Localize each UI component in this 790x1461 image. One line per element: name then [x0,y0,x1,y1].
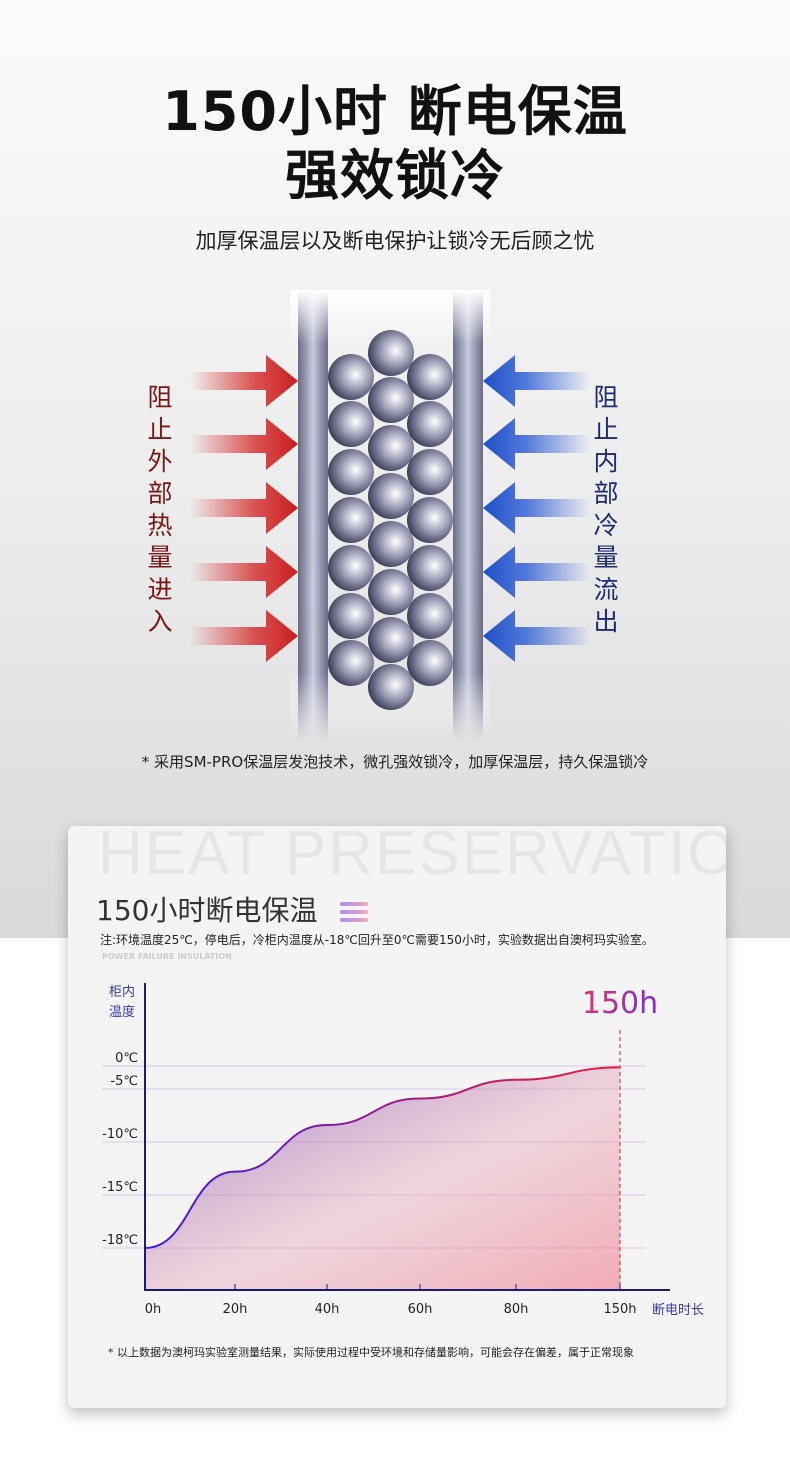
y-tick-label: -18℃ [102,1233,138,1248]
subtitle: 加厚保温层以及断电保护让锁冷无后顾之忧 [195,229,595,253]
temperature-chart: 0℃ -5℃ -10℃ -15℃ -18℃ 0h 20h 40h 60h 80h 150h 柜内温度断… [102,983,704,1318]
english-caption: POWER FAILURE INSULATION [102,952,232,961]
heat-arrow-icon [190,355,298,407]
left-label-text: 阻止外部热量进入 [147,383,173,636]
foam-cell [407,354,453,400]
x-tick-label: 0h [145,1302,162,1317]
foam-cell [368,521,414,567]
cold-arrow-icon [483,418,590,470]
y-tick-label: -5℃ [110,1074,138,1089]
cold-arrow-icon [483,610,590,662]
foam-cell [328,593,374,639]
insulation-diagram [190,290,590,740]
headline-line2: 强效锁冷 [285,144,505,207]
foam-cell [407,545,453,591]
foam-cell [407,640,453,686]
foam-cell [368,473,414,519]
y-axis-label: 柜内温度 [109,984,135,1020]
foam-cell [328,401,374,447]
card-title: 150小时断电保温 [96,894,318,927]
foam-cell [328,449,374,495]
watermark: HEAT PRESERVATION [98,826,726,888]
foam-cell [407,449,453,495]
left-label: 阻止外部热量进入 [140,382,180,638]
foam-cell [407,401,453,447]
foam-cell [368,664,414,710]
foam-cell [368,569,414,615]
menu-lines-icon [340,902,368,926]
foam-cell [328,354,374,400]
cold-arrow-icon [483,546,590,598]
foam-cell [368,425,414,471]
foam-cell [407,593,453,639]
heat-arrow-icon [190,418,298,470]
foam-cell [407,497,453,543]
technology-note: * 采用SM-PRO保温层发泡技术，微孔强效锁冷，加厚保温层，持久保温锁冷 [141,753,649,771]
foam-cell [328,497,374,543]
foam-cell [328,545,374,591]
chart-card: HEAT PRESERVATION 150小时断电保温 注:环境温度25℃，停电… [68,826,726,1408]
footnote: * 以上数据为澳柯玛实验室测量结果，实际使用过程中受环境和存储量影响，可能会存在… [108,1346,634,1359]
right-label-text: 阻止内部冷量流出 [593,383,619,636]
foam-cell [368,377,414,423]
foam-cell [368,617,414,663]
y-tick-label: -10℃ [102,1127,138,1142]
x-tick-label: 150h [603,1302,636,1317]
area-fill [145,1067,620,1290]
x-tick-label: 80h [504,1302,529,1317]
x-axis-label: 断电时长 [652,1303,704,1318]
hero-section: 150小时 断电保温 强效锁冷 加厚保温层以及断电保护让锁冷无后顾之忧 阻止外部… [0,0,790,938]
x-tick-label: 20h [223,1302,248,1317]
x-tick-label: 40h [315,1302,340,1317]
x-tick-label: 60h [408,1302,433,1317]
foam-cell [368,330,414,376]
150h-annotation: 150h [582,986,658,1021]
cold-arrow-icon [483,355,590,407]
card-note: 注:环境温度25℃，停电后，冷柜内温度从-18℃回升至0℃需要150小时，实验数… [100,933,654,947]
foam-cell [328,640,374,686]
temperature-line [144,1066,621,1249]
right-label: 阻止内部冷量流出 [586,382,626,638]
y-tick-label: -15℃ [102,1180,138,1195]
headline-line1: 150小时 断电保温 [162,80,628,143]
heat-arrow-icon [190,546,298,598]
heat-arrow-icon [190,482,298,534]
heat-arrow-icon [190,610,298,662]
y-tick-label: 0℃ [115,1051,138,1066]
cold-arrow-icon [483,482,590,534]
